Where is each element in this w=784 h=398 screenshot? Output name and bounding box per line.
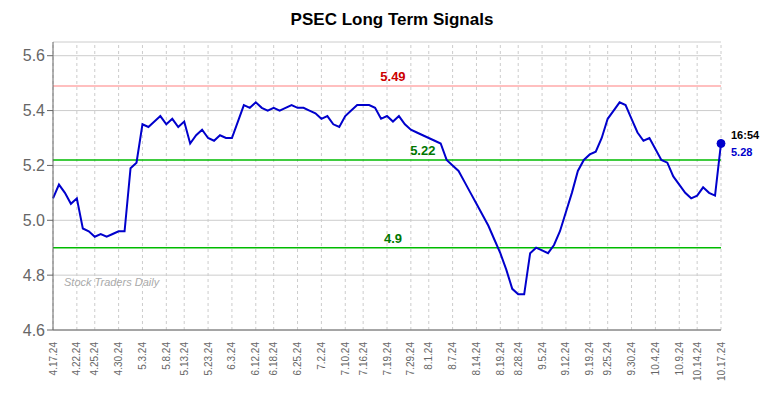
html-text:PSEC Long Term Signals: PSEC Long Term Signals [290, 10, 494, 29]
svg-text:5.8.24: 5.8.24 [161, 342, 172, 370]
svg-text:6.18.24: 6.18.24 [268, 342, 279, 376]
svg-text:5.6: 5.6 [23, 47, 45, 64]
svg-text:5.3.24: 5.3.24 [137, 342, 148, 370]
svg-text:5.22: 5.22 [410, 143, 435, 158]
svg-text:4.30.24: 4.30.24 [113, 342, 124, 376]
svg-text:4.6: 4.6 [23, 322, 45, 339]
svg-text:6.25.24: 6.25.24 [292, 342, 303, 376]
svg-text:7.19.24: 7.19.24 [382, 342, 393, 376]
svg-text:9.25.24: 9.25.24 [602, 342, 613, 376]
svg-text:9.12.24: 9.12.24 [560, 342, 571, 376]
svg-text:4.17.24: 4.17.24 [48, 342, 59, 376]
svg-text:10.14.24: 10.14.24 [692, 342, 703, 381]
svg-text:5.4: 5.4 [23, 102, 45, 119]
svg-text:4.9: 4.9 [384, 231, 402, 246]
svg-text:10.17.24: 10.17.24 [716, 342, 727, 381]
svg-text:10.4.24: 10.4.24 [650, 342, 661, 376]
svg-text:5.0: 5.0 [23, 212, 45, 229]
svg-text:7.2.24: 7.2.24 [316, 342, 327, 370]
svg-text:4.25.24: 4.25.24 [89, 342, 100, 376]
svg-text:5.2: 5.2 [23, 157, 45, 174]
svg-text:7.10.24: 7.10.24 [340, 342, 351, 376]
svg-text:9.19.24: 9.19.24 [584, 342, 595, 376]
svg-text:10.9.24: 10.9.24 [674, 342, 685, 376]
svg-text:8.14.24: 8.14.24 [471, 342, 482, 376]
svg-text:9.30.24: 9.30.24 [626, 342, 637, 376]
svg-text:7.16.24: 7.16.24 [358, 342, 369, 376]
svg-text:8.1.24: 8.1.24 [423, 342, 434, 370]
svg-text:6.3.24: 6.3.24 [226, 342, 237, 370]
svg-text:4.8: 4.8 [23, 267, 45, 284]
svg-text:5.23.24: 5.23.24 [203, 342, 214, 376]
svg-text:8.19.24: 8.19.24 [495, 342, 506, 376]
svg-text:5.13.24: 5.13.24 [179, 342, 190, 376]
svg-text:5.28: 5.28 [731, 146, 752, 158]
html-text:Stock Traders Daily: Stock Traders Daily [64, 276, 160, 288]
svg-text:8.28.24: 8.28.24 [513, 342, 524, 376]
svg-text:6.12.24: 6.12.24 [250, 342, 261, 376]
svg-text:16:54: 16:54 [731, 129, 760, 141]
svg-text:4.22.24: 4.22.24 [71, 342, 82, 376]
svg-text:8.7.24: 8.7.24 [447, 342, 458, 370]
svg-text:9.5.24: 9.5.24 [537, 342, 548, 370]
svg-text:5.49: 5.49 [380, 69, 405, 84]
svg-text:7.29.24: 7.29.24 [405, 342, 416, 376]
